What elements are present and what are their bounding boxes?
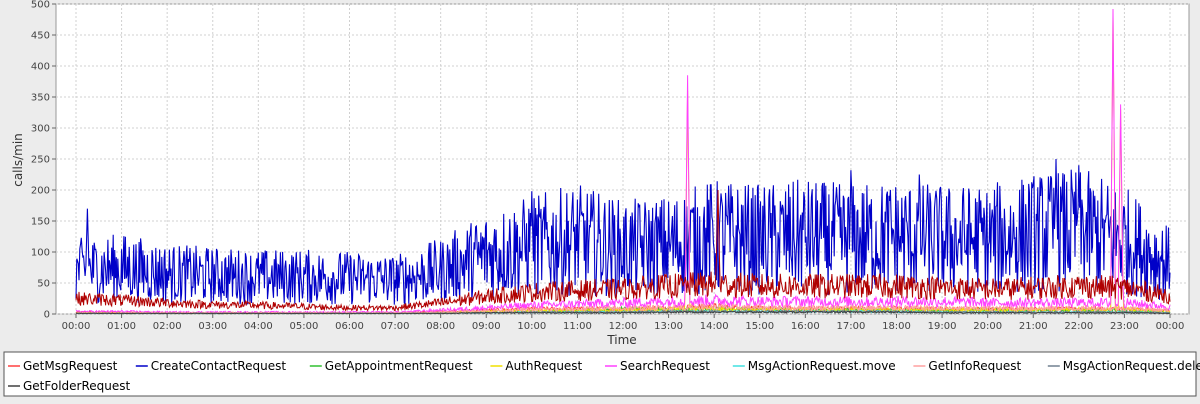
series-line-createcontactrequest bbox=[75, 158, 1171, 306]
x-tick-label: 11:00 bbox=[563, 321, 592, 332]
legend-label: AuthRequest bbox=[505, 359, 582, 373]
x-tick-label: 15:00 bbox=[745, 321, 774, 332]
series-line-getfolderrequest bbox=[76, 310, 1171, 315]
series-line-nooprequest bbox=[75, 189, 1171, 312]
x-tick-label: 13:00 bbox=[654, 321, 683, 332]
legend-label: GetInfoRequest bbox=[928, 359, 1021, 373]
legend-label: GetFolderRequest bbox=[23, 379, 131, 393]
y-tick-label: 300 bbox=[31, 124, 50, 135]
x-tick-label: 00:00 bbox=[1156, 321, 1185, 332]
legend-box bbox=[3, 351, 1197, 397]
y-axis-title: calls/min bbox=[11, 133, 25, 187]
y-tick-label: 200 bbox=[31, 186, 50, 197]
y-tick-label: 350 bbox=[31, 93, 50, 104]
y-tick-label: 250 bbox=[31, 155, 50, 166]
x-tick-label: 16:00 bbox=[791, 321, 820, 332]
x-tick-label: 10:00 bbox=[517, 321, 546, 332]
y-tick-label: 0 bbox=[44, 310, 50, 321]
legend-label: CreateContactRequest bbox=[151, 359, 287, 373]
legend-label: MsgActionRequest.delete bbox=[1063, 359, 1200, 373]
y-tick-label: 400 bbox=[31, 62, 50, 73]
x-tick-label: 07:00 bbox=[381, 321, 410, 332]
y-axis: 0 50 100 150 200 250 300 350 400 450 500 bbox=[31, 0, 56, 321]
x-tick-label: 22:00 bbox=[1064, 321, 1093, 332]
y-tick-label: 50 bbox=[37, 279, 50, 290]
x-tick-label: 17:00 bbox=[837, 321, 866, 332]
x-tick-label: 20:00 bbox=[973, 321, 1002, 332]
y-tick-label: 150 bbox=[31, 217, 50, 228]
x-tick-label: 04:00 bbox=[244, 321, 273, 332]
y-tick-label: 450 bbox=[31, 31, 50, 42]
x-tick-label: 08:00 bbox=[426, 321, 455, 332]
x-tick-label: 05:00 bbox=[290, 321, 319, 332]
x-tick-label: 12:00 bbox=[609, 321, 638, 332]
legend-label: GetAppointmentRequest bbox=[325, 359, 473, 373]
legend-label: MsgActionRequest.move bbox=[748, 359, 896, 373]
x-tick-label: 21:00 bbox=[1019, 321, 1048, 332]
x-tick-label: 03:00 bbox=[198, 321, 227, 332]
x-tick-label: 19:00 bbox=[928, 321, 957, 332]
legend-label: GetMsgRequest bbox=[23, 359, 118, 373]
series-lines bbox=[75, 8, 1171, 315]
x-tick-label: 09:00 bbox=[472, 321, 501, 332]
x-tick-label: 00:00 bbox=[62, 321, 91, 332]
x-tick-label: 23:00 bbox=[1110, 321, 1139, 332]
x-tick-label: 14:00 bbox=[700, 321, 729, 332]
legend: GetMsgRequest CreateContactRequest GetAppo… bbox=[8, 359, 1200, 393]
legend-label: SearchRequest bbox=[620, 359, 710, 373]
x-tick-label: 01:00 bbox=[107, 321, 136, 332]
x-tick-label: 18:00 bbox=[882, 321, 911, 332]
x-axis: 00:00 01:00 02:00 03:00 04:00 05:00 06:00 07:00… bbox=[62, 314, 1185, 332]
y-tick-label: 100 bbox=[31, 248, 50, 259]
x-tick-label: 02:00 bbox=[153, 321, 182, 332]
x-axis-title: Time bbox=[606, 333, 636, 347]
y-tick-label: 500 bbox=[31, 0, 50, 11]
x-tick-label: 06:00 bbox=[335, 321, 364, 332]
